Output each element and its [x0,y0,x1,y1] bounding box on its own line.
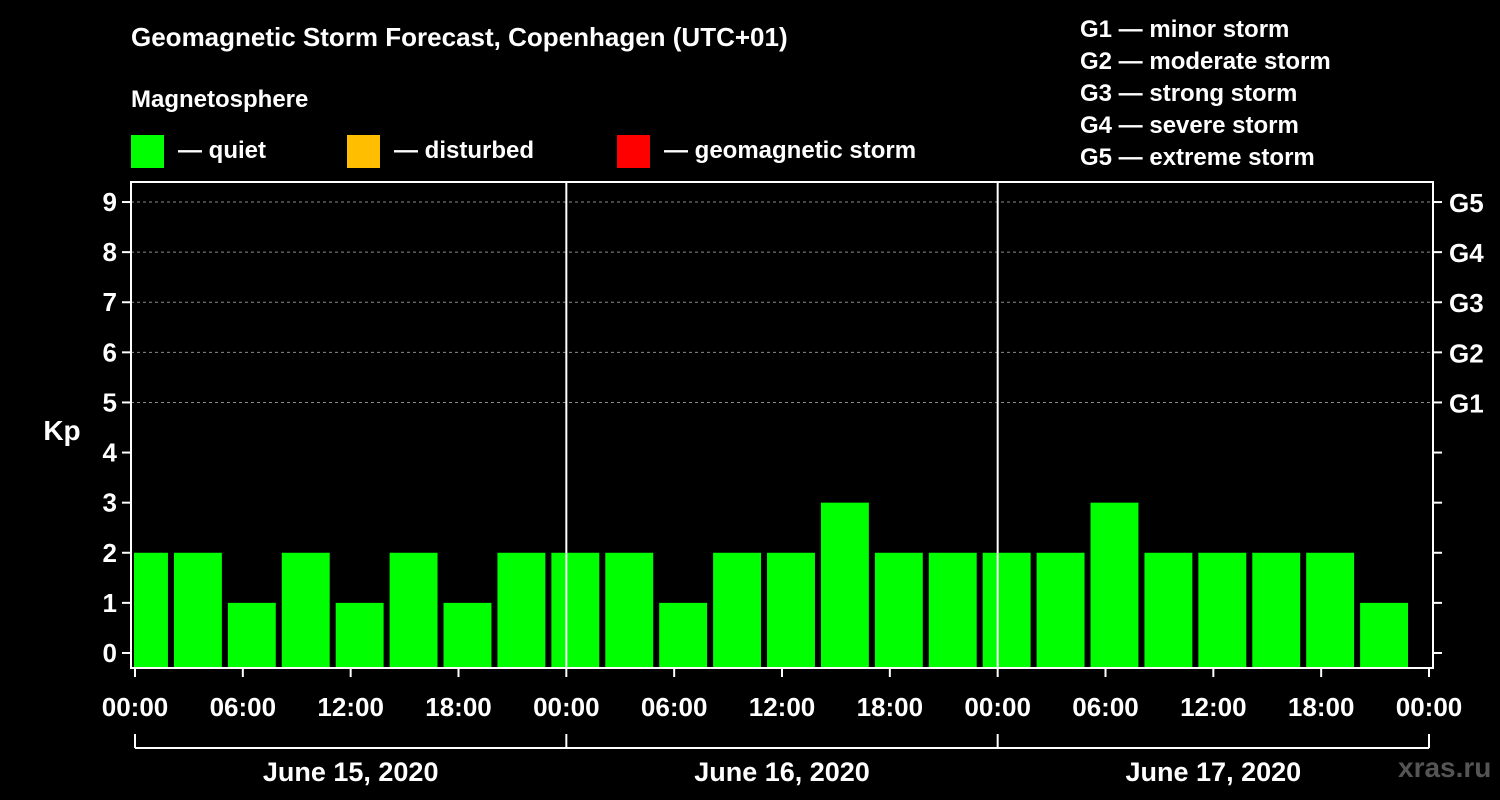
kp-bar-13 [820,502,869,668]
kp-bar-9 [605,552,654,668]
x-tick-label-7: 18:00 [857,692,924,722]
y-tick-label-7: 7 [103,287,117,317]
legend-item-disturbed: — disturbed [347,134,534,168]
kp-bar-14 [874,552,923,668]
kp-bar-4 [335,602,384,668]
kp-bar-6 [443,602,492,668]
storm-scale-g2: G2 — moderate storm [1080,48,1331,75]
x-tick-label-10: 12:00 [1180,692,1247,722]
g-level-label-g3: G3 [1449,288,1484,318]
magnetosphere-legend-title: Magnetosphere [131,86,309,113]
storm-scale-g4: G4 — severe storm [1080,112,1299,139]
kp-bar-16 [982,552,1031,668]
day-label-2: June 17, 2020 [1126,757,1302,787]
g-level-label-g4: G4 [1449,238,1484,268]
x-tick-label-3: 18:00 [425,692,492,722]
y-tick-label-0: 0 [103,638,117,668]
y-tick-label-5: 5 [103,387,117,417]
chart-title: Geomagnetic Storm Forecast, Copenhagen (… [131,22,788,52]
watermark: xras.ru [1398,752,1492,783]
legend-label-storm: — geomagnetic storm [664,137,917,164]
kp-bar-7 [497,552,546,668]
y-axis-label: Kp [43,415,80,446]
x-tick-label-4: 00:00 [533,692,600,722]
y-tick-label-9: 9 [103,187,117,217]
kp-bar-10 [659,602,708,668]
kp-bar-18 [1090,502,1139,668]
kp-bar-19 [1144,552,1193,668]
legend-item-quiet: — quiet [131,134,266,168]
kp-bar-3 [281,552,330,668]
g-level-label-g5: G5 [1449,188,1484,218]
kp-bar-5 [389,552,438,668]
y-tick-label-2: 2 [103,538,117,568]
storm-scale-g5: G5 — extreme storm [1080,144,1315,171]
storm-scale-g3: G3 — strong storm [1080,80,1298,107]
legend-label-quiet: — quiet [178,137,266,164]
day-label-1: June 16, 2020 [694,757,870,787]
kp-bar-0 [134,552,168,668]
y-tick-label-1: 1 [103,588,117,618]
kp-bar-22 [1306,552,1355,668]
kp-bar-8 [551,552,600,668]
storm-scale-legend: G1 — minor storm G2 — moderate storm G3 … [1080,14,1331,174]
kp-bar-20 [1198,552,1247,668]
x-tick-label-6: 12:00 [749,692,816,722]
y-tick-label-8: 8 [103,237,117,267]
y-tick-label-3: 3 [103,488,117,518]
legend-swatch-disturbed [347,134,380,168]
kp-bar-15 [928,552,977,668]
legend-label-disturbed: — disturbed [394,137,535,164]
legend-item-storm: — geomagnetic storm [617,134,916,168]
kp-bar-23 [1360,602,1409,668]
x-tick-label-8: 00:00 [964,692,1031,722]
x-tick-label-12: 00:00 [1396,692,1463,722]
legend-swatch-quiet [131,134,164,168]
kp-bar-21 [1252,552,1301,668]
legend-swatch-storm [617,134,650,168]
x-tick-label-5: 06:00 [641,692,708,722]
x-tick-label-9: 06:00 [1072,692,1139,722]
kp-bar-1 [173,552,222,668]
kp-bar-12 [767,552,815,668]
x-tick-label-0: 00:00 [102,692,169,722]
y-tick-label-4: 4 [103,438,118,468]
x-tick-label-1: 06:00 [210,692,277,722]
x-tick-label-2: 12:00 [317,692,384,722]
day-label-0: June 15, 2020 [263,757,439,787]
g-level-label-g1: G1 [1449,388,1484,418]
y-tick-label-6: 6 [103,337,117,367]
g-level-label-g2: G2 [1449,338,1484,368]
storm-scale-g1: G1 — minor storm [1080,16,1290,43]
kp-bar-11 [713,552,762,668]
kp-bar-17 [1036,552,1085,668]
kp-bar-2 [227,602,276,668]
x-tick-label-11: 18:00 [1288,692,1355,722]
